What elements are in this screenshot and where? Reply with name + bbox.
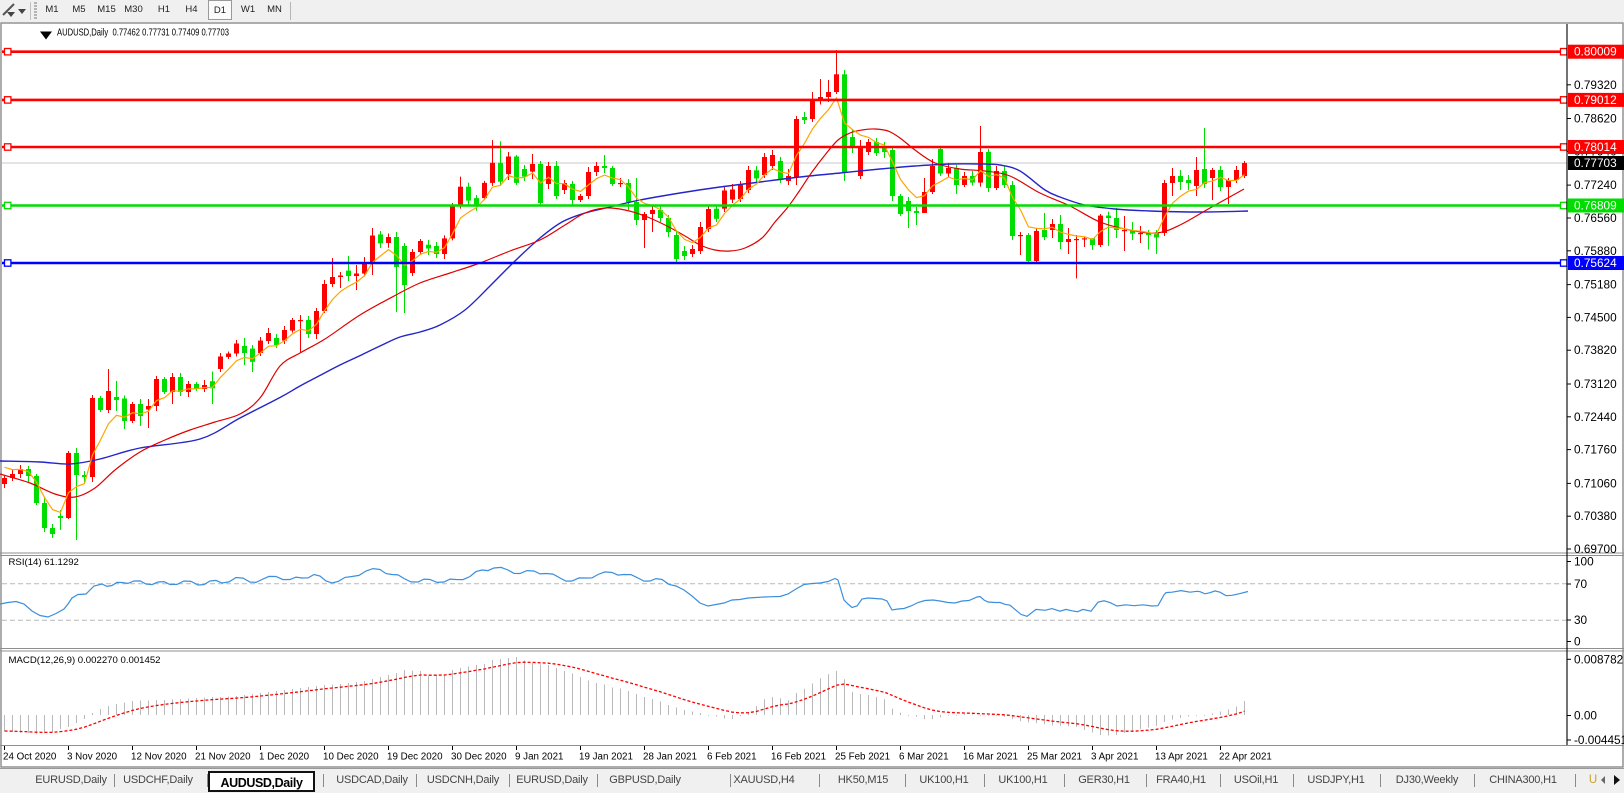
svg-text:30: 30 bbox=[1574, 613, 1588, 627]
svg-text:0.78620: 0.78620 bbox=[1574, 112, 1617, 126]
svg-text:0: 0 bbox=[1574, 635, 1581, 649]
svg-text:0.75880: 0.75880 bbox=[1574, 244, 1617, 258]
svg-text:25 Mar 2021: 25 Mar 2021 bbox=[1027, 752, 1082, 763]
svg-text:10 Dec 2020: 10 Dec 2020 bbox=[323, 752, 379, 763]
svg-text:0.75624: 0.75624 bbox=[1574, 256, 1617, 270]
svg-text:0.78014: 0.78014 bbox=[1574, 140, 1617, 154]
svg-text:0.70380: 0.70380 bbox=[1574, 509, 1617, 523]
svg-text:0.76560: 0.76560 bbox=[1574, 211, 1617, 225]
svg-text:0.77240: 0.77240 bbox=[1574, 178, 1617, 192]
svg-text:RSI(14) 61.1292: RSI(14) 61.1292 bbox=[9, 557, 79, 568]
svg-text:0.80009: 0.80009 bbox=[1574, 45, 1617, 59]
svg-text:22 Apr 2021: 22 Apr 2021 bbox=[1219, 752, 1272, 763]
svg-text:3 Nov 2020: 3 Nov 2020 bbox=[67, 752, 118, 763]
svg-text:16 Feb 2021: 16 Feb 2021 bbox=[771, 752, 826, 763]
svg-text:0.72440: 0.72440 bbox=[1574, 410, 1617, 424]
svg-text:0.00: 0.00 bbox=[1574, 709, 1597, 723]
svg-text:21 Nov 2020: 21 Nov 2020 bbox=[195, 752, 251, 763]
svg-text:AUDUSD,Daily 0.77462 0.77731: AUDUSD,Daily 0.77462 0.77731 0.77409 0.7… bbox=[57, 28, 229, 39]
svg-text:MACD(12,26,9) 0.002270 0.00145: MACD(12,26,9) 0.002270 0.001452 bbox=[9, 655, 161, 666]
svg-text:25 Feb 2021: 25 Feb 2021 bbox=[835, 752, 890, 763]
svg-text:19 Dec 2020: 19 Dec 2020 bbox=[387, 752, 443, 763]
svg-text:0.75180: 0.75180 bbox=[1574, 278, 1617, 292]
svg-text:16 Mar 2021: 16 Mar 2021 bbox=[963, 752, 1018, 763]
svg-text:0.73120: 0.73120 bbox=[1574, 377, 1617, 391]
svg-text:13 Apr 2021: 13 Apr 2021 bbox=[1155, 752, 1208, 763]
svg-text:1 Dec 2020: 1 Dec 2020 bbox=[259, 752, 310, 763]
svg-text:30 Dec 2020: 30 Dec 2020 bbox=[451, 752, 507, 763]
svg-text:0.71060: 0.71060 bbox=[1574, 476, 1617, 490]
svg-text:0.69700: 0.69700 bbox=[1574, 542, 1617, 556]
svg-text:0.76809: 0.76809 bbox=[1574, 199, 1617, 213]
svg-text:3 Apr 2021: 3 Apr 2021 bbox=[1091, 752, 1138, 763]
svg-text:24 Oct 2020: 24 Oct 2020 bbox=[3, 752, 57, 763]
svg-text:6 Feb 2021: 6 Feb 2021 bbox=[707, 752, 757, 763]
svg-text:6 Mar 2021: 6 Mar 2021 bbox=[899, 752, 949, 763]
svg-text:0.71760: 0.71760 bbox=[1574, 443, 1617, 457]
svg-text:9 Jan 2021: 9 Jan 2021 bbox=[515, 752, 563, 763]
svg-text:70: 70 bbox=[1574, 577, 1588, 591]
svg-text:100: 100 bbox=[1574, 555, 1594, 569]
svg-text:0.73820: 0.73820 bbox=[1574, 343, 1617, 357]
svg-text:-0.004451: -0.004451 bbox=[1574, 733, 1624, 747]
svg-text:28 Jan 2021: 28 Jan 2021 bbox=[643, 752, 697, 763]
svg-text:0.79012: 0.79012 bbox=[1574, 93, 1617, 107]
svg-text:0.74500: 0.74500 bbox=[1574, 310, 1617, 324]
svg-text:0.79320: 0.79320 bbox=[1574, 78, 1617, 92]
svg-text:0.77703: 0.77703 bbox=[1574, 156, 1617, 170]
svg-text:12 Nov 2020: 12 Nov 2020 bbox=[131, 752, 187, 763]
svg-text:0.008782: 0.008782 bbox=[1574, 652, 1623, 666]
svg-text:19 Jan 2021: 19 Jan 2021 bbox=[579, 752, 633, 763]
